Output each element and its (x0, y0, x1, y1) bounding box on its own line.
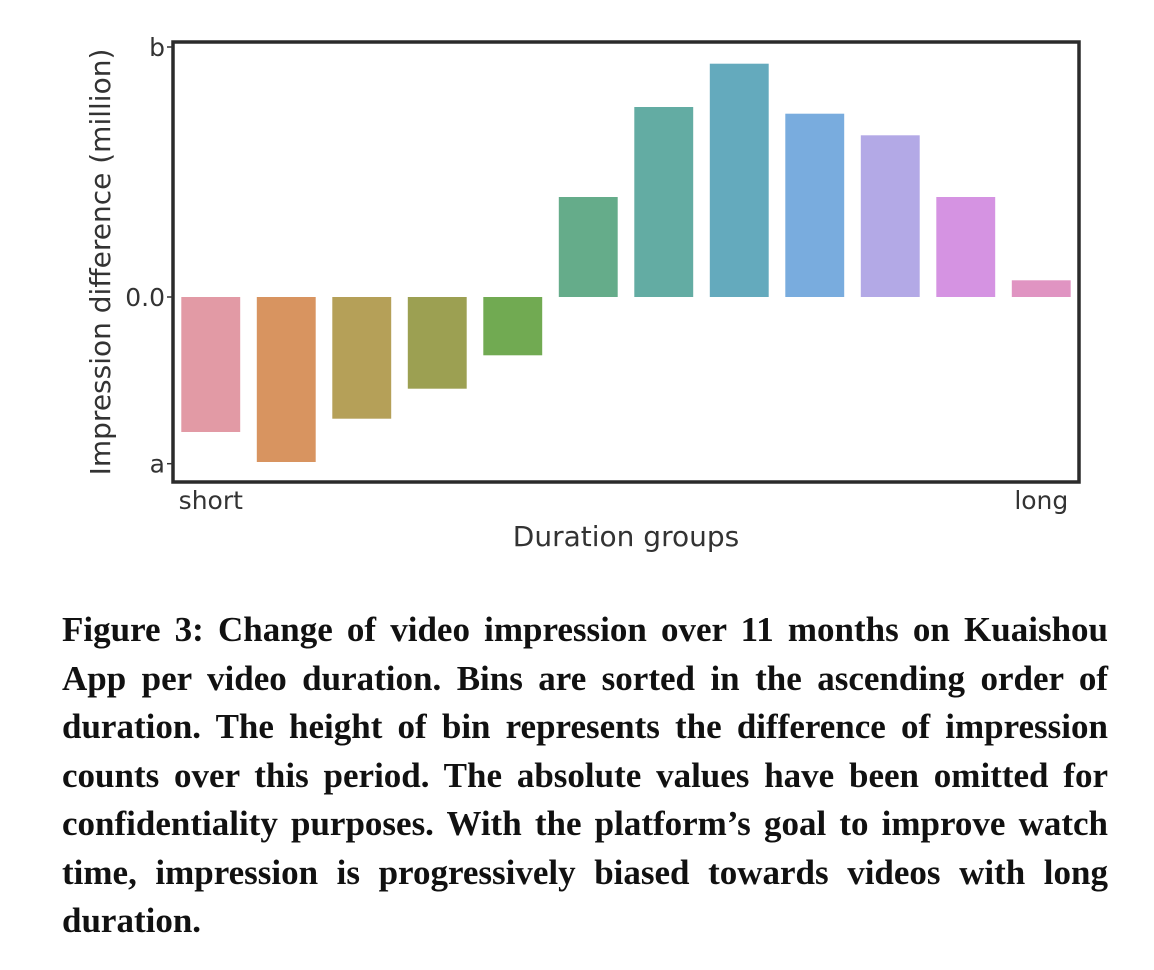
bar-1 (181, 297, 241, 432)
figure-caption: Figure 3: Change of video impression ove… (62, 610, 1108, 940)
y-tick-label: b (149, 33, 165, 62)
bar-11 (936, 197, 996, 297)
x-axis-ticks: short long (179, 486, 1069, 515)
bar-3 (332, 297, 392, 419)
bar-4 (407, 297, 467, 389)
bar-10 (860, 135, 920, 297)
y-axis-label: Impression difference (million) (84, 49, 117, 476)
bars (181, 63, 1071, 462)
bar-chart: a 0.0 b short long Duration groups Impressi… (84, 33, 1081, 553)
bar-7 (634, 107, 694, 297)
bar-8 (709, 63, 769, 298)
bar-5 (483, 297, 543, 356)
x-tick-label: long (1014, 486, 1068, 515)
y-tick-label: 0.0 (125, 283, 165, 312)
bar-9 (785, 113, 845, 297)
bar-6 (558, 197, 618, 297)
plot-frame (171, 40, 1081, 484)
bar-2 (256, 297, 316, 462)
y-axis-ticks: a 0.0 b (125, 33, 173, 479)
bar-12 (1011, 280, 1071, 297)
x-axis-label: Duration groups (513, 520, 739, 553)
x-tick-label: short (179, 486, 243, 515)
y-tick-label: a (150, 450, 165, 479)
